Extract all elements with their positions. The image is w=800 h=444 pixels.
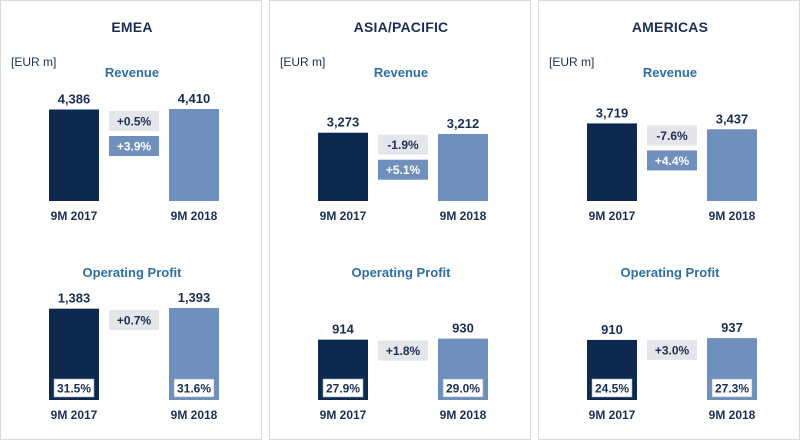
operating-profit-title: Operating Profit [620, 265, 720, 280]
category-label: 9M 2018 [440, 209, 487, 223]
change-label: +0.5% [117, 115, 152, 129]
bar-2018 [707, 129, 757, 201]
unit-label: [EUR m] [11, 55, 57, 69]
change-box-grey [378, 340, 428, 361]
chart-svg: 3,719 9M 2017 3,437 9M 2018 -7.6% +4.4% 910 9M… [587, 105, 757, 422]
revenue-title: Revenue [373, 65, 429, 80]
value-label: 914 [332, 322, 354, 337]
category-label: 9M 2017 [51, 209, 98, 223]
value-label: 3,212 [447, 116, 480, 131]
category-label: 9M 2017 [589, 209, 636, 223]
bar-2017 [587, 123, 637, 201]
bar-2017 [318, 132, 368, 201]
revenue-title: Revenue [642, 65, 698, 80]
margin-label: 31.6% [177, 382, 211, 396]
operating-profit-title: Operating Profit [82, 265, 182, 280]
margin-label: 27.3% [715, 382, 749, 396]
margin-label: 24.5% [595, 382, 629, 396]
change-box-grey [109, 310, 159, 330]
change-label: +5.1% [386, 163, 421, 177]
change-label: +0.7% [117, 314, 152, 328]
category-label: 9M 2018 [171, 408, 218, 422]
value-label: 937 [721, 320, 743, 335]
change-box-grey [109, 111, 159, 131]
bar-2017 [49, 109, 99, 201]
category-label: 9M 2017 [320, 209, 367, 223]
margin-box [591, 378, 633, 398]
operating-profit-chart: 914 9M 2017 27.9% 930 9M 2018 29.0% +1.8% [318, 321, 488, 422]
revenue-chart: 4,386 9M 2017 4,410 9M 2018 +0.5% +3.9% [49, 91, 219, 223]
change-box-grey [378, 134, 428, 155]
margin-box [173, 378, 215, 398]
change-label: +1.8% [386, 344, 421, 358]
operating-profit-chart: 1,383 9M 2017 31.5% 1,393 9M 2018 31.6% +0.7% [49, 290, 219, 422]
change-box-grey [647, 340, 697, 361]
value-label: 3,437 [716, 111, 749, 126]
value-label: 930 [452, 321, 474, 336]
margin-label: 27.9% [326, 382, 360, 396]
value-label: 1,383 [58, 291, 91, 306]
change-label: -1.9% [387, 138, 419, 152]
change-box-blue [109, 136, 159, 156]
change-box-grey [647, 125, 697, 146]
revenue-chart: 3,719 9M 2017 3,437 9M 2018 -7.6% +4.4% [587, 105, 757, 223]
revenue-title: Revenue [104, 65, 160, 80]
margin-box [442, 378, 484, 398]
operating-profit-title: Operating Profit [351, 265, 451, 280]
change-box-blue [378, 159, 428, 180]
value-label: 1,393 [178, 290, 211, 305]
chart-svg: 3,273 9M 2017 3,212 9M 2018 -1.9% +5.1% 914 9M… [318, 115, 488, 422]
category-label: 9M 2017 [589, 408, 636, 422]
bar-2018 [169, 109, 219, 201]
chart-svg: 4,386 9M 2017 4,410 9M 2018 +0.5% +3.9% 1,383… [49, 91, 219, 422]
category-label: 9M 2018 [709, 408, 756, 422]
change-label: +3.0% [655, 344, 690, 358]
category-label: 9M 2017 [51, 408, 98, 422]
change-box-blue [647, 150, 697, 171]
margin-box [53, 378, 95, 398]
category-label: 9M 2017 [320, 408, 367, 422]
category-label: 9M 2018 [709, 209, 756, 223]
unit-label: [EUR m] [549, 55, 595, 69]
panel-emea: EMEA [EUR m] Revenue Operating Profit 4,… [0, 0, 262, 440]
margin-label: 29.0% [446, 382, 480, 396]
value-label: 3,719 [596, 105, 629, 120]
revenue-chart: 3,273 9M 2017 3,212 9M 2018 -1.9% +5.1% [318, 115, 488, 223]
value-label: 4,386 [58, 92, 91, 107]
operating-profit-chart: 910 9M 2017 24.5% 937 9M 2018 27.3% +3.0% [587, 320, 757, 422]
unit-label: [EUR m] [280, 55, 326, 69]
value-label: 910 [601, 322, 623, 337]
change-label: -7.6% [656, 129, 688, 143]
margin-label: 31.5% [57, 382, 91, 396]
category-label: 9M 2018 [171, 209, 218, 223]
panel-asia-pacific: ASIA/PACIFIC [EUR m] Revenue Operating P… [269, 0, 531, 440]
bar-2018 [438, 133, 488, 201]
value-label: 3,273 [327, 115, 360, 130]
panel-americas: AMERICAS [EUR m] Revenue Operating Profi… [538, 0, 800, 440]
change-label: +4.4% [655, 154, 690, 168]
category-label: 9M 2018 [440, 408, 487, 422]
value-label: 4,410 [178, 91, 211, 106]
margin-box [711, 378, 753, 398]
margin-box [322, 378, 364, 398]
region-title: ASIA/PACIFIC [353, 19, 449, 35]
region-title: AMERICAS [631, 19, 709, 35]
change-label: +3.9% [117, 140, 152, 154]
region-title: EMEA [111, 19, 153, 35]
